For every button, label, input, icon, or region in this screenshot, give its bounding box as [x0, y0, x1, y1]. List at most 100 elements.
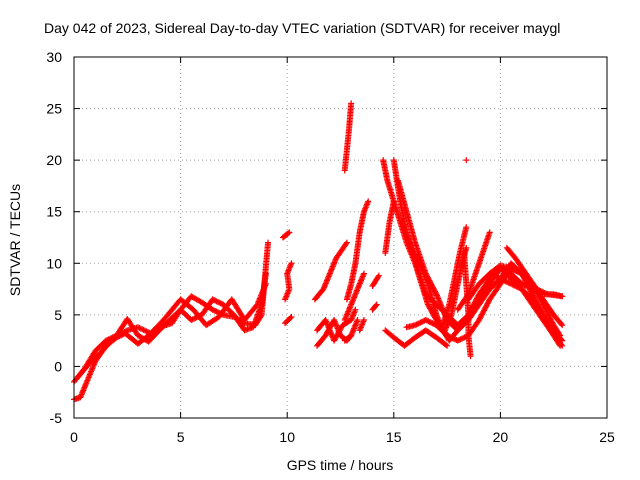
data-point [413, 321, 420, 328]
data-point [429, 320, 436, 327]
data-point [458, 335, 465, 342]
data-point [463, 244, 470, 251]
data-point [506, 280, 513, 287]
data-point [262, 280, 269, 287]
data-point [343, 240, 350, 247]
data-track-t5 [282, 260, 295, 303]
data-track-t4 [282, 313, 295, 327]
data-point [514, 268, 521, 275]
data-point [457, 336, 464, 343]
data-point [426, 318, 433, 325]
data-point [352, 306, 359, 313]
data-point [360, 317, 367, 324]
data-track-t15 [369, 272, 382, 289]
data-marks [71, 100, 566, 403]
data-point [498, 276, 505, 283]
data-point [210, 307, 217, 314]
data-point [496, 275, 503, 282]
x-tick-label: 0 [70, 429, 78, 445]
data-point [559, 322, 566, 329]
data-track-t13 [341, 100, 355, 174]
data-point [213, 308, 220, 315]
data-point [493, 273, 500, 280]
data-point [418, 318, 425, 325]
data-point [444, 342, 451, 349]
x-tick-label: 20 [493, 429, 509, 445]
y-axis-label: SDTVAR / TECUs [7, 184, 23, 296]
data-point [540, 289, 547, 296]
x-tick-label: 5 [177, 429, 185, 445]
data-point [513, 268, 520, 275]
data-point [189, 316, 196, 323]
data-point [509, 266, 516, 273]
data-point [558, 321, 565, 328]
data-point [373, 301, 380, 308]
y-tick-label: -5 [50, 410, 63, 426]
data-point [508, 280, 515, 287]
data-point [424, 317, 431, 324]
data-point [372, 302, 379, 309]
data-track-t28 [454, 229, 493, 313]
y-tick-label: 30 [46, 49, 62, 65]
data-point [288, 313, 295, 320]
data-point [430, 320, 437, 327]
data-track-t3 [75, 280, 269, 380]
data-point [288, 260, 295, 267]
tick-marks [73, 56, 608, 419]
data-track-t27 [463, 157, 470, 164]
data-point [512, 267, 519, 274]
data-track-t6 [279, 229, 293, 241]
data-track-t12 [341, 317, 361, 344]
data-point [505, 279, 512, 286]
data-point [262, 270, 269, 277]
data-point [516, 269, 523, 276]
data-point [501, 277, 508, 284]
data-point [360, 270, 367, 277]
data-point [416, 320, 423, 327]
x-tick-label: 25 [599, 429, 615, 445]
data-point [348, 100, 355, 107]
data-point [512, 282, 519, 289]
data-point [454, 337, 461, 344]
data-point [286, 229, 293, 236]
y-tick-label: 10 [46, 255, 62, 271]
data-point [510, 282, 517, 289]
data-point [456, 336, 463, 343]
data-point [516, 284, 523, 291]
data-point [214, 298, 221, 305]
data-point [518, 280, 525, 287]
data-point [442, 341, 449, 348]
data-point [417, 319, 424, 326]
data-point [558, 341, 565, 348]
data-point [422, 317, 429, 324]
data-track-t16 [369, 301, 380, 313]
data-point [486, 229, 493, 236]
data-point [265, 239, 272, 246]
data-point [415, 258, 422, 265]
data-point [209, 306, 216, 313]
data-point [497, 275, 504, 282]
data-point [412, 322, 419, 329]
data-point [460, 335, 467, 342]
data-point [365, 198, 372, 205]
chart-title: Day 042 of 2023, Sidereal Day-to-day VTE… [44, 20, 560, 36]
data-point [212, 297, 219, 304]
x-axis-label: GPS time / hours [287, 457, 394, 473]
data-point [343, 239, 350, 246]
data-point [500, 277, 507, 284]
data-point [212, 307, 219, 314]
data-point [210, 297, 217, 304]
data-point [514, 284, 521, 291]
data-track-t11 [341, 270, 367, 324]
data-point [420, 318, 427, 325]
data-point [513, 283, 520, 290]
tick-labels: 0 5 10 15 20 25 -5 0 5 10 15 20 25 30 [46, 49, 615, 445]
data-point [425, 318, 432, 325]
data-track-t14 [356, 317, 367, 334]
data-point [542, 290, 549, 297]
data-point [541, 289, 548, 296]
data-track-t31 [486, 262, 566, 329]
y-tick-label: 0 [54, 358, 62, 374]
data-point [102, 337, 109, 344]
